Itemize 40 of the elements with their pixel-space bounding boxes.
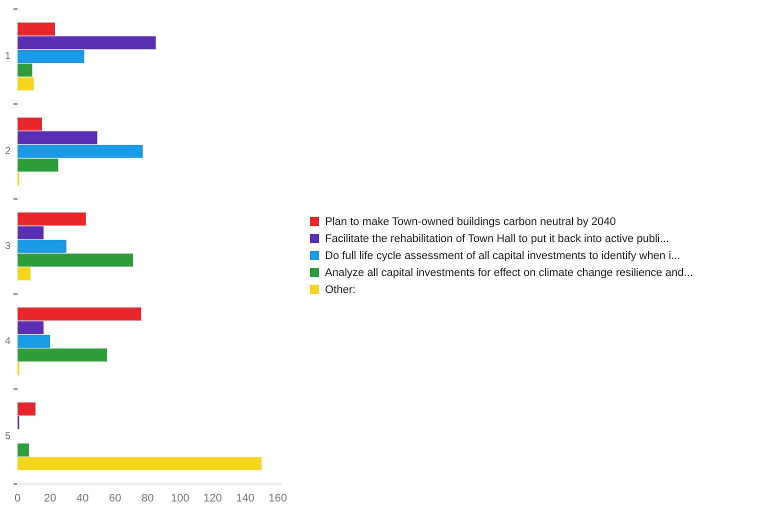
legend-label: Do full life cycle assessment of all capital investments to identify when i... <box>325 250 680 262</box>
x-tick-label: 140 <box>236 492 254 504</box>
y-tick-label: 2 <box>5 146 11 158</box>
bar <box>18 226 44 240</box>
bar <box>18 131 98 144</box>
bar <box>18 158 58 172</box>
x-tick-label: 100 <box>171 492 190 504</box>
bar <box>18 254 134 267</box>
bar <box>18 77 34 90</box>
legend-label: Plan to make Town-owned buildings carbon neutral by 2040 <box>325 216 616 228</box>
legend-label: Other: <box>325 284 356 296</box>
x-tick-label: 80 <box>142 492 154 504</box>
bar <box>18 267 31 280</box>
bar <box>18 50 84 63</box>
bar <box>18 348 108 362</box>
y-tick-label: 3 <box>5 241 11 252</box>
y-tick-label: 1 <box>5 51 11 62</box>
legend-label: Facilitate the rehabilitation of Town Hall to put it back into active publi... <box>325 232 670 244</box>
bar <box>18 308 142 321</box>
bar <box>18 64 32 77</box>
x-tick-label: 120 <box>204 492 222 504</box>
x-tick-label: 0 <box>14 492 21 504</box>
bar <box>18 444 29 456</box>
y-tick-label: 5 <box>5 431 11 442</box>
bar <box>18 457 262 470</box>
bar <box>18 402 36 416</box>
legend-label: Analyze all capital investments for effect on climate change resilience and... <box>325 266 693 278</box>
x-tick-label: 40 <box>76 492 89 504</box>
bar <box>18 240 66 253</box>
y-tick-label: 4 <box>5 336 11 348</box>
bar <box>18 212 86 226</box>
x-tick-label: 160 <box>268 492 287 504</box>
x-tick-label: 20 <box>44 492 56 504</box>
bar <box>18 144 143 158</box>
bar <box>18 36 156 50</box>
bar <box>18 22 55 36</box>
bar <box>18 321 44 334</box>
bar <box>18 334 50 348</box>
x-tick-label: 60 <box>109 492 122 504</box>
bar <box>18 118 42 131</box>
